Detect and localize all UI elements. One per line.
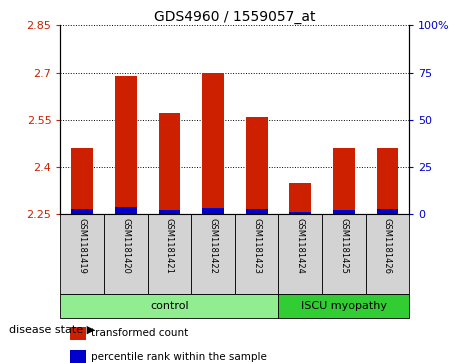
FancyBboxPatch shape (60, 294, 279, 318)
Bar (333, 148, 355, 214)
Text: transformed count: transformed count (91, 328, 188, 338)
Bar (159, 210, 180, 214)
Text: GSM1181422: GSM1181422 (208, 218, 218, 274)
Bar (377, 148, 399, 214)
FancyBboxPatch shape (322, 214, 365, 294)
Text: GSM1181425: GSM1181425 (339, 218, 348, 274)
Bar (377, 209, 399, 214)
Bar (115, 207, 137, 214)
FancyBboxPatch shape (191, 214, 235, 294)
Bar (333, 210, 355, 214)
Bar (71, 148, 93, 214)
FancyBboxPatch shape (279, 294, 409, 318)
Bar (70, 350, 86, 363)
Text: ISCU myopathy: ISCU myopathy (301, 301, 387, 311)
Bar (246, 209, 267, 214)
FancyBboxPatch shape (279, 214, 322, 294)
FancyBboxPatch shape (235, 214, 279, 294)
Bar (70, 327, 86, 340)
Bar (202, 73, 224, 214)
Text: control: control (150, 301, 189, 311)
Text: disease state ▶: disease state ▶ (9, 325, 95, 335)
FancyBboxPatch shape (104, 214, 148, 294)
Text: GSM1181424: GSM1181424 (296, 218, 305, 274)
Text: GSM1181426: GSM1181426 (383, 218, 392, 274)
Text: GSM1181423: GSM1181423 (252, 218, 261, 274)
Text: GSM1181420: GSM1181420 (121, 218, 130, 274)
Bar (71, 209, 93, 214)
Bar (289, 212, 311, 214)
Bar (246, 117, 267, 214)
Bar (159, 114, 180, 214)
Text: percentile rank within the sample: percentile rank within the sample (91, 352, 266, 362)
Bar (115, 76, 137, 214)
Title: GDS4960 / 1559057_at: GDS4960 / 1559057_at (154, 11, 316, 24)
FancyBboxPatch shape (60, 214, 104, 294)
Text: GSM1181419: GSM1181419 (78, 218, 87, 274)
Bar (289, 183, 311, 214)
Text: GSM1181421: GSM1181421 (165, 218, 174, 274)
Bar (202, 208, 224, 214)
FancyBboxPatch shape (365, 214, 409, 294)
FancyBboxPatch shape (148, 214, 191, 294)
